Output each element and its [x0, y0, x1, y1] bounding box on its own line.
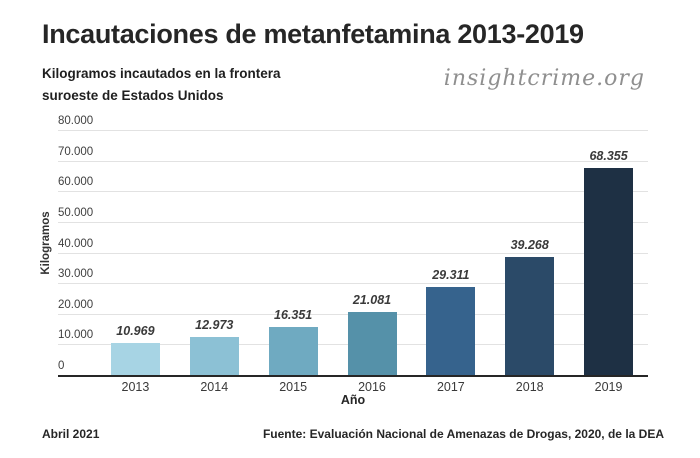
y-tick-label: 0: [58, 360, 65, 372]
insightcrime-logo: insightcrime.org: [443, 66, 645, 91]
bar-2019: [584, 167, 634, 375]
bar-value-label-2014: 12.973: [195, 318, 234, 333]
bar-value-label-2013: 10.969: [116, 324, 155, 339]
x-tick-label-2018: 2018: [515, 380, 544, 394]
bar-value-label-2016: 21.081: [352, 293, 392, 308]
y-tick-label: 50.000: [58, 206, 94, 219]
gridline: [58, 221, 648, 223]
y-tick-label: 30.000: [58, 268, 94, 281]
y-tick-label: 60.000: [58, 176, 94, 189]
chart-title: Incautaciones de metanfetamina 2013-2019: [42, 19, 584, 49]
gridline: [58, 160, 648, 162]
x-axis-line: [58, 375, 648, 377]
bar-2014: [189, 337, 239, 375]
chart-subtitle: Kilogramos incautados en la frontera sur…: [42, 63, 342, 106]
y-tick-label: 80.000: [58, 115, 94, 127]
x-tick-label-2013: 2013: [121, 380, 150, 394]
bar-value-label-2015: 16.351: [274, 307, 313, 322]
y-tick-label: 40.000: [58, 237, 94, 250]
publication-date: Abril 2021: [42, 427, 100, 441]
x-tick-label-2017: 2017: [436, 380, 465, 394]
bar-value-label-2018: 39.268: [510, 237, 549, 252]
bar-chart-plot-area: Año 0 10.000 20.000 30.000 40.000 50.000 60.00…: [58, 115, 648, 407]
bar-value-label-2017: 29.311: [432, 268, 470, 283]
chart-subtitle-line2: suroeste de Estados Unidos: [42, 87, 224, 103]
y-axis-title: Kilogramos: [40, 211, 52, 275]
y-tick-label: 20.000: [58, 298, 94, 311]
bar-value-label-2019: 68.355: [589, 148, 628, 163]
gridline: [58, 130, 648, 131]
y-tick-label: 10.000: [58, 329, 94, 342]
bar-2018: [505, 256, 555, 375]
gridline: [58, 283, 648, 285]
bar-2013: [110, 343, 160, 375]
x-tick-label-2016: 2016: [358, 380, 386, 394]
x-axis-title: Año: [340, 393, 366, 407]
x-tick-label-2014: 2014: [200, 380, 229, 394]
gridline: [58, 191, 648, 193]
y-tick-label: 70.000: [58, 145, 94, 158]
bar-2015: [268, 326, 318, 375]
x-tick-label-2015: 2015: [279, 380, 308, 394]
x-tick-label-2019: 2019: [594, 380, 623, 394]
source-attribution: Fuente: Evaluación Nacional de Amenazas …: [262, 427, 664, 441]
chart-subtitle-line1: Kilogramos incautados en la frontera: [42, 66, 281, 81]
bar-2017: [426, 287, 476, 375]
gridline: [58, 252, 648, 254]
bar-2016: [347, 312, 397, 375]
